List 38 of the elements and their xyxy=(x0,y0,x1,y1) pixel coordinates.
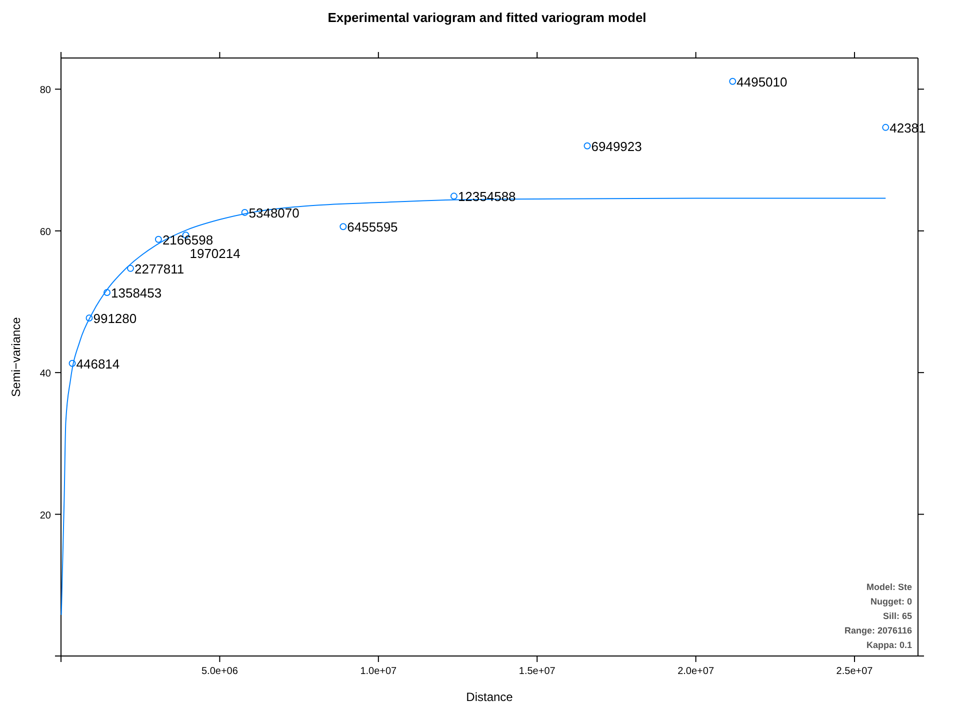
x-tick-label: 1.0e+07 xyxy=(360,666,398,677)
annotation: 4495010 xyxy=(736,74,788,90)
x-axis-title: Distance xyxy=(466,690,514,704)
annotation: 2166598 xyxy=(162,232,214,248)
point xyxy=(86,314,93,322)
point xyxy=(729,78,736,85)
annotation: Kappa: 0.1 xyxy=(866,640,912,650)
annotation: 1970214 xyxy=(190,246,240,262)
annotation: Model: Ste xyxy=(866,582,912,592)
point xyxy=(104,289,111,296)
annotation: 6949923 xyxy=(591,138,642,154)
annotation: 6455595 xyxy=(347,220,398,235)
point xyxy=(584,142,591,150)
annotation: 446814 xyxy=(76,356,120,372)
annotation: 1358453 xyxy=(111,286,162,301)
point xyxy=(340,223,347,230)
annotation: 991280 xyxy=(93,311,137,326)
y-tick-label: 80 xyxy=(40,85,52,96)
annotation: 2277811 xyxy=(134,261,184,276)
x-tick-label: 2.5e+07 xyxy=(836,666,874,677)
point xyxy=(68,360,76,367)
annotation: 5348070 xyxy=(248,205,300,220)
y-tick-label: 20 xyxy=(40,510,52,522)
annotation: Sill: 65 xyxy=(882,611,912,621)
point xyxy=(154,236,162,243)
point xyxy=(127,264,134,272)
point xyxy=(882,124,890,131)
point xyxy=(241,208,248,216)
point xyxy=(450,192,458,200)
x-tick-label: 1.5e+07 xyxy=(518,666,556,677)
y-tick-label: 40 xyxy=(40,368,52,380)
y-axis-title: Semi−variance xyxy=(9,316,23,397)
chart-title: Experimental variogram and fitted variogram model xyxy=(328,10,646,25)
x-tick-label: 5.0e+06 xyxy=(201,666,238,677)
x-tick-label: 2.0e+07 xyxy=(678,666,714,677)
y-tick-label: 60 xyxy=(40,226,52,238)
annotation: Range: 2076116 xyxy=(844,626,912,636)
annotation: Nugget: 0 xyxy=(870,596,912,606)
